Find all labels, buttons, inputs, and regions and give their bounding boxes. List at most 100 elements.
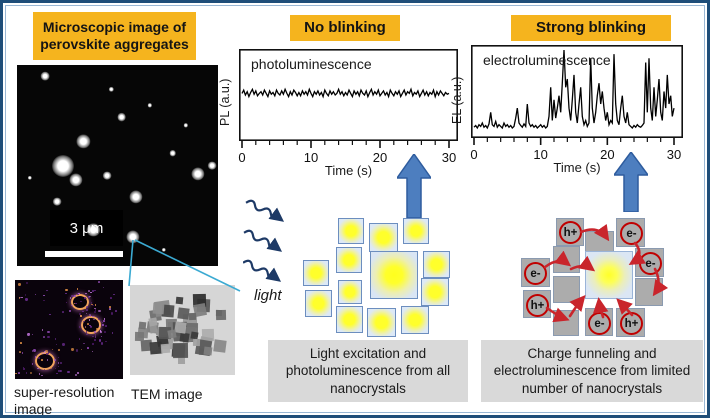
localization-speckle	[18, 350, 21, 353]
localization-speckle	[103, 320, 106, 322]
localization-speckle	[71, 348, 74, 351]
localization-speckle	[83, 320, 85, 323]
localization-speckle	[105, 325, 107, 327]
tem-nanocrystal	[203, 346, 212, 355]
x-tick-label: 0	[238, 150, 245, 165]
localization-speckle	[102, 286, 105, 289]
electron-charge-icon: e-	[524, 262, 547, 285]
localization-speckle	[111, 332, 114, 334]
localization-speckle	[104, 330, 106, 333]
localization-speckle	[94, 334, 97, 336]
pl-x-axis-label: Time (s)	[324, 163, 373, 178]
pl-y-axis-label: PL (a.u.)	[218, 78, 232, 126]
fluorescent-spot	[76, 134, 90, 148]
tem-nanocrystal	[153, 302, 166, 315]
localization-speckle	[86, 306, 88, 308]
localization-speckle	[90, 291, 92, 294]
localization-speckle	[84, 307, 86, 309]
localization-speckle	[94, 289, 96, 292]
localization-speckle	[80, 294, 82, 296]
localization-speckle	[91, 350, 94, 353]
localization-ring	[71, 294, 89, 310]
nanocrystal-square	[421, 278, 449, 306]
localization-speckle	[25, 281, 29, 285]
pl-annotation: photoluminescence	[251, 56, 372, 72]
dark-nanocrystal-square	[553, 276, 580, 303]
tem-nanocrystal	[188, 313, 196, 321]
localization-speckle	[33, 349, 36, 352]
localization-speckle	[102, 324, 104, 326]
localization-speckle	[57, 362, 60, 364]
localization-speckle	[84, 325, 87, 328]
localization-speckle	[86, 309, 88, 311]
localization-speckle	[96, 327, 99, 331]
localization-speckle	[62, 343, 65, 346]
up-arrow-icon	[397, 154, 431, 218]
localization-speckle	[57, 356, 60, 359]
localization-speckle	[91, 303, 93, 306]
dark-nanocrystal-square	[553, 246, 580, 273]
localization-speckle	[109, 308, 111, 311]
localization-speckle	[97, 281, 100, 283]
localization-speckle	[43, 294, 45, 297]
localization-speckle	[46, 359, 49, 361]
nanocrystal-square	[336, 306, 363, 333]
x-tick-label: 30	[667, 147, 681, 162]
localization-speckle	[85, 317, 88, 320]
el-x-axis-label: Time (s)	[553, 160, 601, 175]
localization-speckle	[29, 371, 33, 375]
el-trace	[473, 49, 675, 130]
localization-speckle	[85, 297, 87, 300]
pl-nanocrystal-cluster	[298, 213, 473, 343]
localization-speckle	[62, 311, 64, 313]
fluorescent-spot	[86, 223, 100, 237]
fluorescent-spot	[69, 172, 83, 187]
localization-speckle	[44, 350, 47, 353]
localization-speckle	[45, 350, 48, 353]
emitting-nanocrystal-square	[585, 251, 633, 299]
localization-speckle	[49, 366, 53, 369]
localization-speckle	[54, 338, 57, 340]
localization-speckle	[93, 331, 97, 334]
x-tick-label: 10	[304, 150, 318, 165]
localization-speckle	[112, 293, 115, 296]
fluorescent-spot	[169, 150, 177, 157]
localization-speckle	[31, 363, 34, 365]
localization-speckle	[56, 372, 58, 375]
localization-speckle	[49, 313, 51, 316]
pl-trace	[241, 87, 450, 99]
nanocrystal-square	[423, 251, 450, 278]
localization-speckle	[65, 288, 68, 292]
tem-nanocrystal	[175, 296, 184, 305]
no-blinking-badge: No blinking	[290, 15, 400, 41]
localization-speckle	[92, 335, 95, 338]
nanocrystal-square	[369, 223, 398, 252]
localization-speckle	[59, 369, 62, 373]
tem-nanocrystal	[167, 329, 177, 339]
photoluminescence-chart: 0 10 20 30 photoluminescence Time (s)	[238, 49, 458, 189]
tem-nanocrystal	[135, 332, 145, 342]
localization-speckle	[18, 283, 21, 286]
localization-speckle	[42, 299, 45, 302]
localization-speckle	[92, 315, 94, 318]
localization-speckle	[65, 301, 68, 304]
localization-speckle	[94, 339, 96, 341]
localization-speckle	[94, 307, 96, 310]
tem-nanocrystal	[138, 321, 146, 329]
tem-nanocrystal	[216, 309, 226, 320]
super-resolution-image	[15, 280, 123, 379]
fluorescent-spot	[161, 247, 166, 253]
localization-speckle	[90, 326, 92, 328]
light-wave-icons	[243, 199, 285, 282]
localization-speckle	[31, 350, 34, 352]
el-annotation: electroluminescence	[483, 52, 611, 68]
localization-speckle	[18, 372, 20, 374]
electroluminescence-chart: 0 10 20 30 electroluminescence Time (s)	[470, 45, 683, 185]
scale-bar	[45, 251, 123, 257]
tem-nanocrystal	[213, 338, 227, 352]
localization-speckle	[80, 348, 83, 351]
localization-speckle	[51, 348, 54, 351]
strong-blinking-badge: Strong blinking	[511, 15, 671, 41]
localization-speckle	[47, 330, 50, 334]
